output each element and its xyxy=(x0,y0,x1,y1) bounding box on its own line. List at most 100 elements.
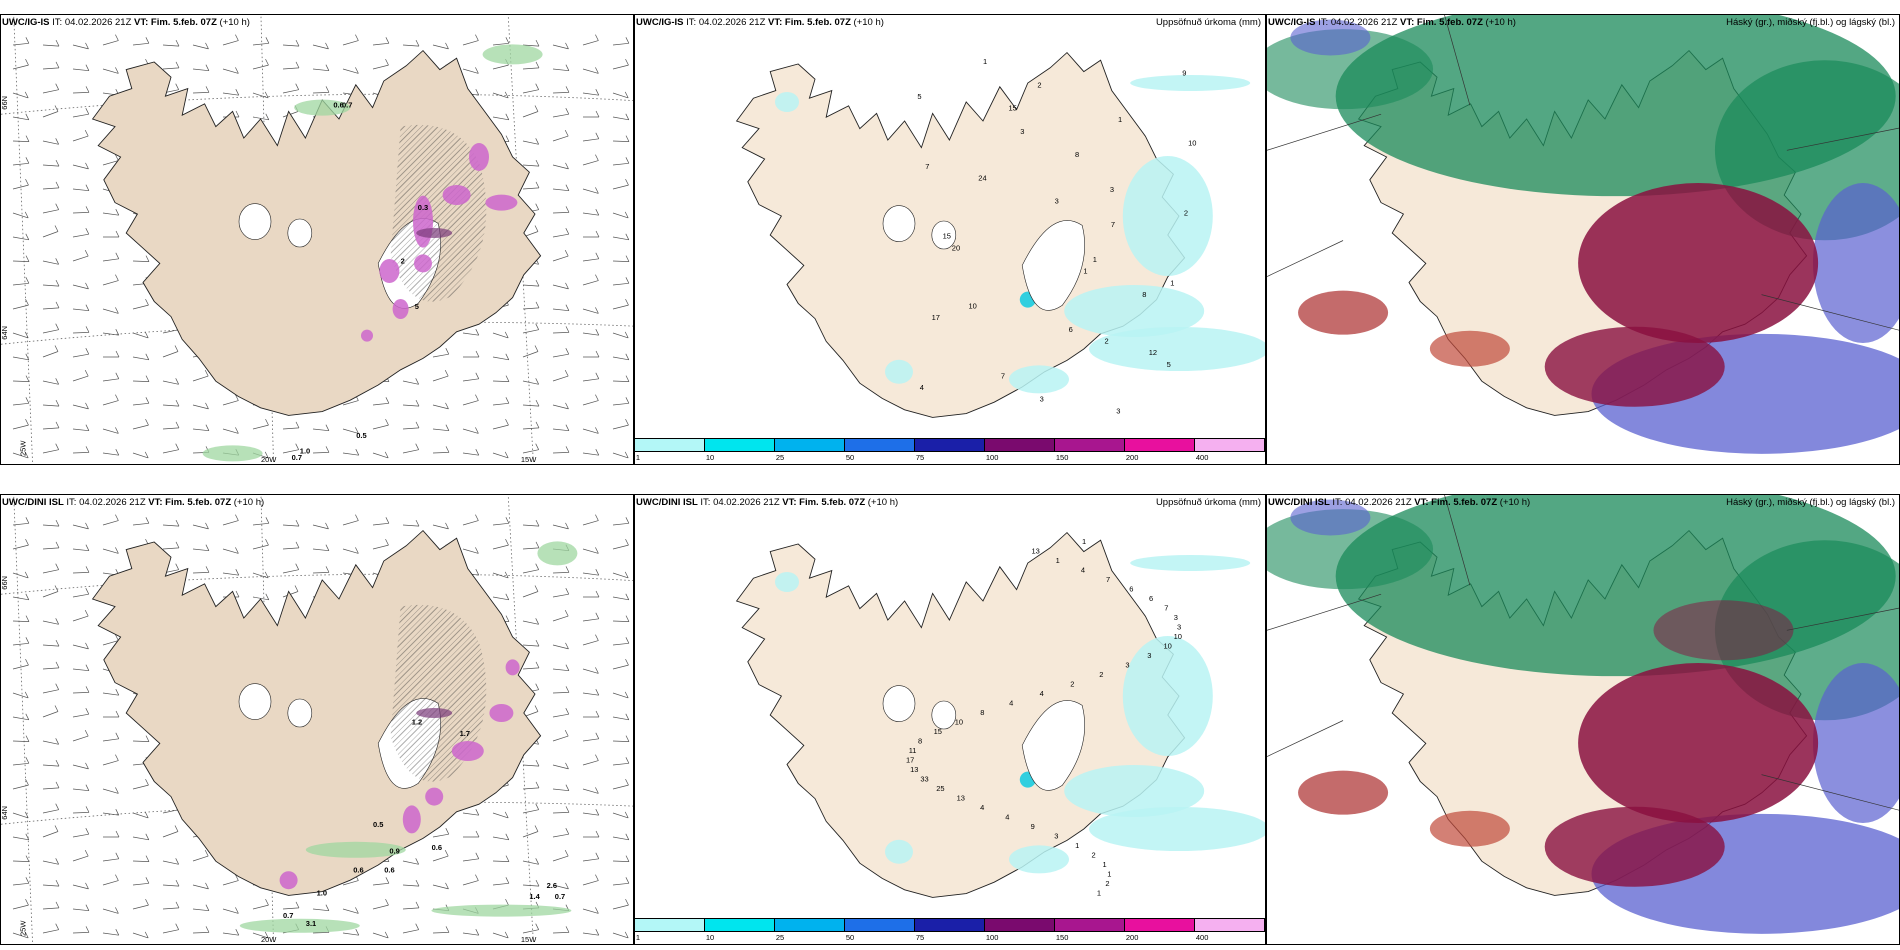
legend-tick-label: 400 xyxy=(1195,453,1209,462)
value-label: 10 xyxy=(1174,632,1182,641)
wind-barb xyxy=(192,904,210,912)
wind-barb xyxy=(582,307,599,314)
parallel-66n xyxy=(1,573,633,595)
grid-line xyxy=(1761,294,1899,331)
wind-barb xyxy=(222,907,239,914)
wind-barb xyxy=(102,852,120,862)
value-label: 4 xyxy=(920,383,924,392)
wind-barb xyxy=(552,522,569,530)
legend-swatch xyxy=(1055,919,1125,931)
value-label: 2 xyxy=(1037,80,1041,89)
wind-barb xyxy=(522,541,540,550)
wind-barb xyxy=(72,369,89,382)
rain-area xyxy=(305,841,406,858)
wind-barb xyxy=(582,852,600,862)
wind-barb xyxy=(42,661,60,670)
value-label: 4 xyxy=(1081,566,1085,575)
wind-barb xyxy=(582,874,599,886)
wind-barb xyxy=(462,449,480,456)
value-label: 1 xyxy=(1083,267,1087,276)
wind-barb xyxy=(12,451,29,459)
precip-area xyxy=(1064,765,1205,817)
wind-barb xyxy=(522,825,539,838)
value-label: 0.6 xyxy=(353,866,363,875)
wind-barb xyxy=(462,874,479,886)
value-label: 1 xyxy=(1097,889,1101,898)
wind-barb xyxy=(612,157,630,166)
grid-line xyxy=(1267,240,1344,277)
value-label: 2 xyxy=(1105,337,1109,346)
graticule xyxy=(1,495,633,944)
wind-barb xyxy=(132,877,150,886)
wind-barb xyxy=(42,138,60,145)
value-label: 0.7 xyxy=(292,453,302,462)
wind-barb xyxy=(463,350,480,358)
wind-barb xyxy=(612,855,630,862)
wind-barb xyxy=(72,348,90,358)
wind-barb xyxy=(582,427,599,434)
precip-map: 1121121394413253313171181510844223310103… xyxy=(735,531,1265,898)
wind-barb xyxy=(12,211,29,219)
panel-title: UWC/IG-IS IT: 04.02.2026 21Z VT: Fim. 5.… xyxy=(1268,17,1516,28)
hatch-area xyxy=(390,124,487,302)
glacier xyxy=(931,220,957,250)
wind-barb xyxy=(312,522,329,530)
value-label: 10 xyxy=(1188,139,1196,148)
wind-barb xyxy=(72,784,90,792)
wind-barb xyxy=(552,282,569,290)
wind-barb xyxy=(222,514,239,526)
grid-line xyxy=(1444,15,1471,106)
wind-barb xyxy=(102,514,119,526)
glacier xyxy=(238,203,272,240)
wind-barb xyxy=(522,345,539,358)
value-label: 3 xyxy=(1054,832,1058,841)
wind-barb xyxy=(342,34,359,46)
lon-label: 20W xyxy=(261,935,277,944)
lon-label: 15W xyxy=(521,935,537,944)
wind-barb xyxy=(522,618,540,625)
value-label: 20 xyxy=(952,243,960,252)
wind-barb xyxy=(132,931,149,939)
wind-barb xyxy=(42,585,59,598)
value-label: 1.2 xyxy=(412,717,422,726)
wind-barb xyxy=(132,331,149,339)
wind-barb xyxy=(42,738,60,745)
wind-barb xyxy=(12,833,30,841)
wind-barb xyxy=(582,929,600,936)
wind-barb xyxy=(552,249,569,262)
low-cloud xyxy=(1812,663,1899,824)
wind-barb xyxy=(72,708,90,718)
wind-barb xyxy=(12,898,29,910)
legend-swatch xyxy=(1055,439,1125,451)
legend-swatch xyxy=(635,919,705,931)
wind-barb xyxy=(372,451,389,459)
legend-swatch xyxy=(635,439,705,451)
legend-tick-label: 75 xyxy=(915,933,925,942)
wind-barb xyxy=(492,877,510,886)
wind-barb xyxy=(102,34,119,46)
value-label: 3 xyxy=(1116,406,1120,415)
precip-area xyxy=(1009,365,1069,394)
wind-barb xyxy=(192,42,209,50)
wind-barb xyxy=(282,83,300,94)
glacier xyxy=(882,205,916,242)
wind-barb xyxy=(72,609,89,622)
wind-barb xyxy=(612,713,630,721)
value-label: 10 xyxy=(969,302,977,311)
wind-barb xyxy=(72,729,89,742)
value-label: 10 xyxy=(1164,642,1172,651)
wind-barb xyxy=(552,184,570,192)
panel-title: UWC/DINI ISL IT: 04.02.2026 21Z VT: Fim.… xyxy=(1268,497,1531,508)
wind-barb xyxy=(522,661,540,670)
wind-barb xyxy=(132,397,150,406)
wind-barb xyxy=(612,778,629,790)
wind-barb xyxy=(42,705,59,718)
mid-cloud xyxy=(1544,326,1725,407)
wind-barb xyxy=(492,113,510,121)
legend-swatch xyxy=(775,919,845,931)
value-label: 7 xyxy=(1106,575,1110,584)
value-label: 1 xyxy=(1170,278,1174,287)
wind-barb xyxy=(582,732,600,742)
value-label: 6 xyxy=(1069,325,1073,334)
wind-barb xyxy=(612,637,630,646)
